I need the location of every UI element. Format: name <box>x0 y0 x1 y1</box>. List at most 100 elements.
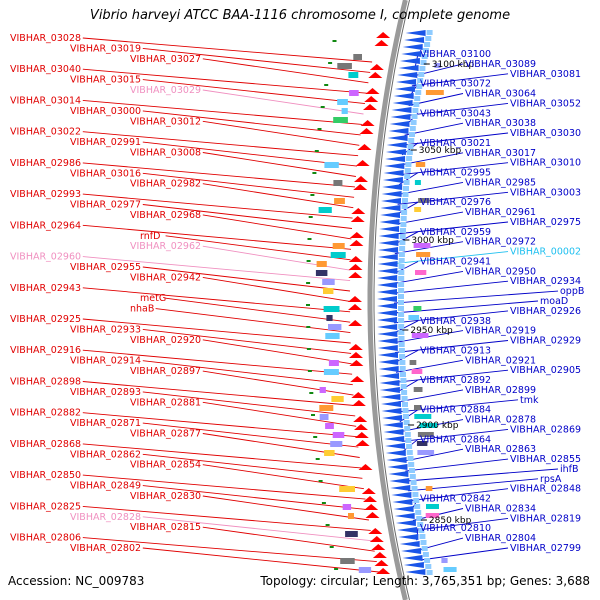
reverse-gene-arrow <box>389 121 410 127</box>
left-leader-line <box>202 214 352 240</box>
forward-gene-arrow <box>354 432 369 438</box>
reverse-track-block <box>425 564 432 569</box>
reverse-track-block <box>412 108 419 113</box>
right-gene-label: VIBHAR_03081 <box>510 69 581 80</box>
forward-track-block <box>322 279 335 285</box>
reverse-track-block <box>403 186 409 191</box>
right-gene-label: VIBHAR_02950 <box>465 266 536 277</box>
left-gene-label: VIBHAR_02854 <box>130 460 201 471</box>
reverse-gene-arrow <box>381 401 401 407</box>
reverse-gene-arrow <box>378 247 399 253</box>
reverse-track-block <box>398 270 405 275</box>
left-leader-line <box>82 256 351 282</box>
left-leader-line <box>82 37 373 63</box>
reverse-gene-arrow <box>401 51 422 57</box>
left-leader-line <box>202 339 352 365</box>
reverse-track-block <box>413 243 431 248</box>
reverse-track-block <box>411 369 423 374</box>
left-leader-line <box>82 224 352 250</box>
right-leader-line <box>394 330 464 344</box>
reverse-track-block <box>400 372 406 377</box>
feature-marker <box>306 282 311 284</box>
reverse-track-block <box>419 423 437 428</box>
reverse-track-block <box>399 240 406 245</box>
right-leader-line <box>409 488 509 502</box>
reverse-gene-arrow <box>377 345 398 351</box>
left-leader-line <box>202 183 354 209</box>
reverse-track-block <box>411 486 418 491</box>
left-gene-label: VIBHAR_02862 <box>70 449 141 460</box>
forward-gene-arrow <box>354 176 368 182</box>
forward-gene-arrow <box>369 536 384 542</box>
right-gene-label: VIBHAR_02863 <box>465 444 536 455</box>
reverse-gene-arrow <box>397 527 418 533</box>
forward-gene-arrow <box>350 376 365 382</box>
left-gene-label: VIBHAR_02882 <box>10 408 81 419</box>
right-gene-label: VIBHAR_02919 <box>465 326 536 337</box>
reverse-track-block <box>406 450 413 455</box>
left-leader-line <box>155 308 351 334</box>
right-gene-label: VIBHAR_02941 <box>420 257 491 268</box>
right-gene-label: VIBHAR_03038 <box>465 118 536 129</box>
forward-gene-arrow <box>374 40 389 46</box>
reverse-track-block <box>424 558 431 563</box>
reverse-gene-arrow <box>377 317 398 323</box>
left-gene-label: metG <box>140 293 166 304</box>
reverse-gene-arrow <box>405 30 426 36</box>
reverse-gene-arrow <box>382 422 403 428</box>
forward-track-block <box>348 513 354 519</box>
scale-tick-label: 2850 kbp <box>429 516 472 526</box>
left-gene-label: VIBHAR_03019 <box>70 43 141 54</box>
left-gene-label: VIBHAR_02897 <box>130 366 201 377</box>
feature-marker <box>317 128 322 130</box>
right-gene-label: VIBHAR_02899 <box>465 385 536 396</box>
left-leader-line <box>142 172 355 198</box>
reverse-track-block <box>414 405 422 410</box>
scale-tick-label: 3050 kbp <box>419 146 462 156</box>
forward-gene-arrow <box>355 160 370 166</box>
reverse-gene-arrow <box>401 548 422 554</box>
right-gene-label: VIBHAR_03003 <box>510 187 581 198</box>
reverse-track-block <box>415 270 427 275</box>
reverse-track-block <box>415 162 426 167</box>
reverse-track-block <box>409 132 415 137</box>
left-gene-label: VIBHAR_02881 <box>130 397 201 408</box>
reverse-gene-arrow <box>377 303 397 309</box>
left-gene-label: VIBHAR_02993 <box>10 189 81 200</box>
reverse-track-block <box>416 252 431 257</box>
reverse-track-block <box>416 84 423 89</box>
reverse-gene-arrow <box>378 240 399 246</box>
left-gene-label: VIBHAR_02868 <box>10 439 81 450</box>
reverse-track-block <box>405 162 412 167</box>
reverse-track-block <box>399 360 406 365</box>
left-gene-label: VIBHAR_02830 <box>130 491 201 502</box>
reverse-track-block <box>414 207 422 212</box>
left-leader-line <box>202 58 369 84</box>
reverse-track-block <box>404 432 411 437</box>
feature-marker <box>314 150 319 152</box>
reverse-track-block <box>418 198 430 203</box>
forward-track-block <box>330 252 346 258</box>
left-gene-label: VIBHAR_02933 <box>70 324 141 335</box>
right-leader-line <box>411 73 509 87</box>
left-gene-label: nhaB <box>130 304 154 315</box>
left-gene-label: VIBHAR_02849 <box>70 481 141 492</box>
left-leader-line <box>142 516 373 542</box>
feature-marker <box>328 62 333 64</box>
feature-marker <box>312 172 317 174</box>
reverse-track-block <box>413 102 420 107</box>
reverse-track-block <box>398 306 404 311</box>
reverse-track-block <box>441 558 448 563</box>
right-leader-line <box>398 181 464 195</box>
reverse-track-block <box>418 528 425 533</box>
left-gene-label: VIBHAR_02877 <box>130 429 201 440</box>
reverse-track-block <box>398 312 405 317</box>
reverse-gene-arrow <box>383 429 404 435</box>
reverse-track-block <box>407 144 414 149</box>
feature-marker <box>306 260 311 262</box>
left-leader-line <box>82 193 353 219</box>
right-leader-line <box>397 191 509 205</box>
reverse-track-block <box>398 330 405 335</box>
forward-track-block <box>334 198 345 204</box>
reverse-track-block <box>402 408 409 413</box>
